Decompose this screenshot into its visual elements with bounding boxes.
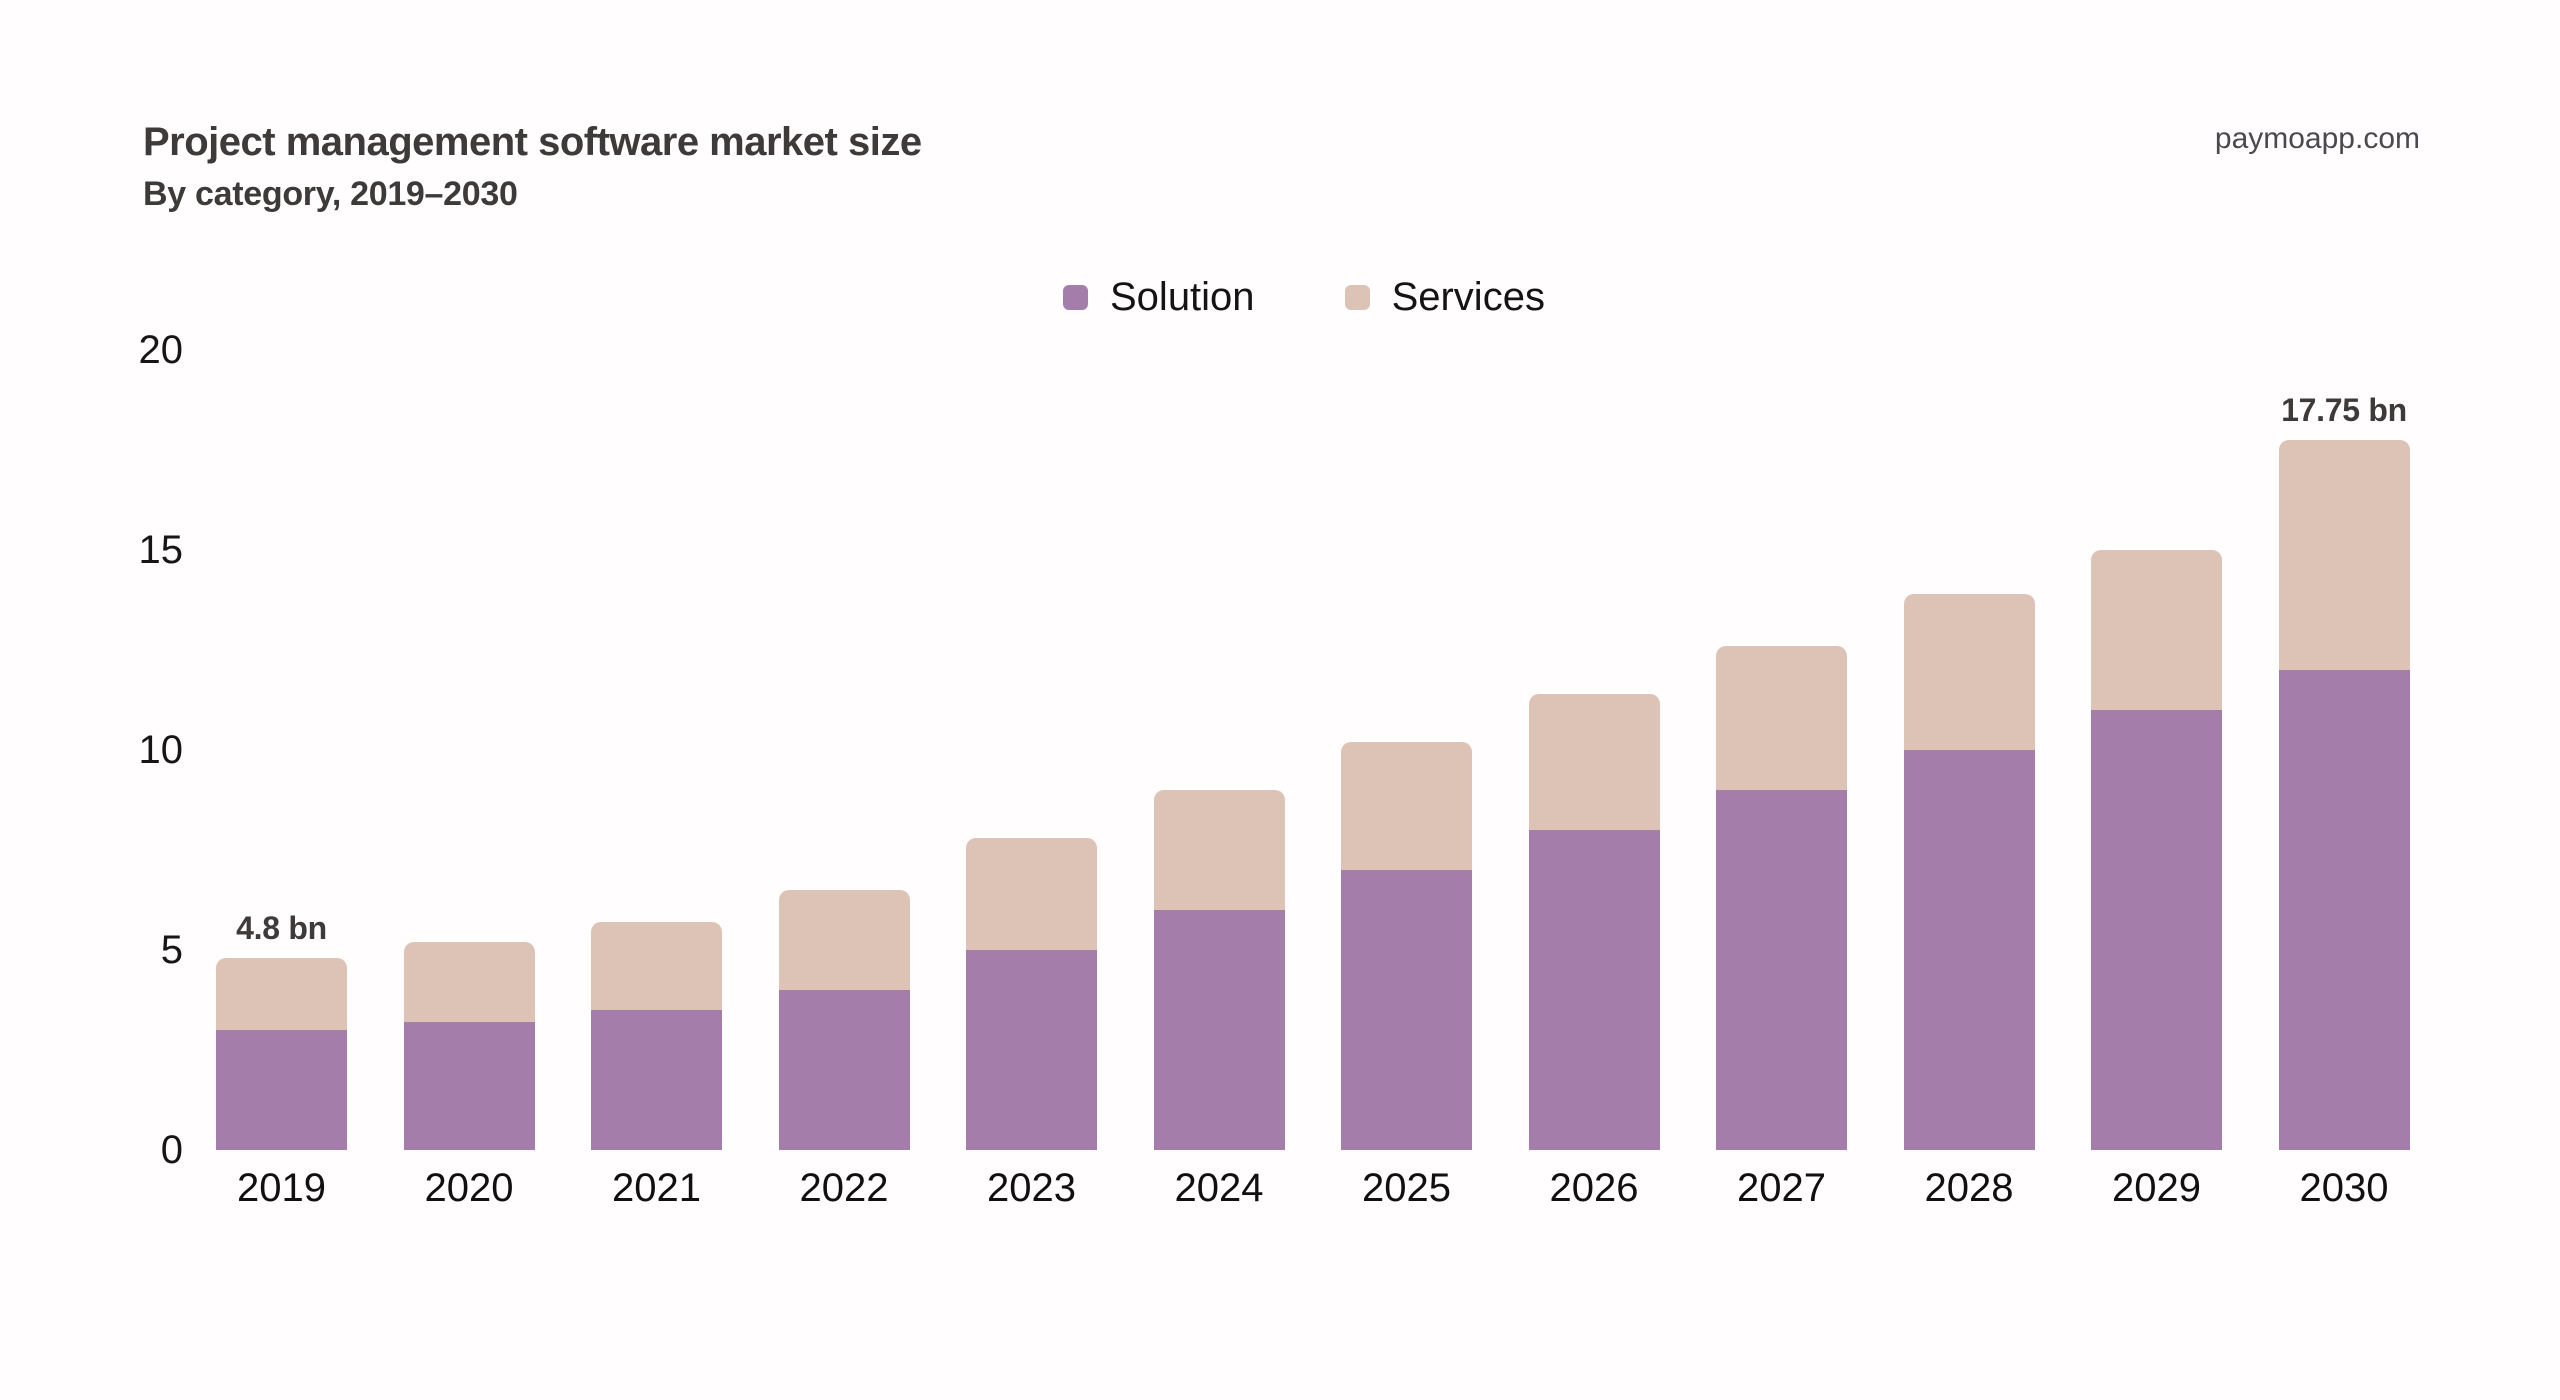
bar-2029-services [2091, 550, 2222, 710]
chart-subtitle: By category, 2019–2030 [143, 175, 518, 213]
y-axis-tick-10: 10 [138, 728, 184, 772]
x-axis-label-2030: 2030 [2299, 1166, 2389, 1210]
bar-2029-solution [2091, 710, 2222, 1150]
y-axis-tick-5: 5 [160, 928, 183, 972]
value-label-2030: 17.75 bn [2281, 392, 2407, 428]
bar-2028-solution [1903, 750, 2035, 1150]
legend-label-services: Services [1391, 275, 1545, 319]
x-axis-label-2027: 2027 [1737, 1166, 1826, 1210]
services-swatch-icon [1344, 284, 1370, 310]
x-axis-label-2020: 2020 [424, 1166, 514, 1210]
value-label-2019: 4.8 bn [236, 910, 327, 946]
bar-2019-solution [216, 1030, 347, 1150]
bar-2022-services [778, 890, 910, 990]
bar-2024-services [1153, 790, 1285, 910]
bar-2025-services [1341, 742, 1472, 870]
legend-item-services: Services [1344, 275, 1545, 319]
bar-2026-services [1528, 694, 1660, 830]
solution-swatch-icon [1063, 284, 1088, 310]
legend-item-solution: Solution [1063, 277, 1255, 317]
bar-2026-solution [1528, 830, 1660, 1150]
chart-legend: Solution Services [1063, 277, 1545, 317]
x-axis-label-2025: 2025 [1362, 1166, 1451, 1210]
bar-2020-solution [403, 1022, 535, 1150]
x-axis-label-2029: 2029 [2112, 1166, 2201, 1210]
x-axis-label-2023: 2023 [987, 1166, 1076, 1210]
y-axis-tick-20: 20 [138, 328, 184, 372]
bar-2030-solution [2278, 670, 2410, 1150]
legend-label-solution: Solution [1110, 275, 1255, 319]
bar-2023-services [966, 838, 1097, 950]
bar-2027-services [1716, 646, 1847, 790]
bar-2024-solution [1153, 910, 1285, 1150]
bar-2023-solution [966, 950, 1097, 1150]
bar-2020-services [403, 942, 535, 1022]
watermark-link: paymoapp.com [2214, 122, 2420, 155]
x-axis-label-2028: 2028 [1924, 1166, 2014, 1210]
bar-2027-solution [1716, 790, 1847, 1150]
bar-2025-solution [1341, 870, 1472, 1150]
bar-2021-solution [591, 1010, 722, 1150]
x-axis-label-2024: 2024 [1174, 1166, 1264, 1210]
bar-2019-services [216, 958, 347, 1030]
bar-2021-services [591, 922, 722, 1010]
y-axis-tick-15: 15 [138, 528, 184, 572]
x-axis-label-2021: 2021 [612, 1166, 701, 1210]
bar-2022-solution [778, 990, 910, 1150]
bar-2030-services [2278, 440, 2410, 670]
x-axis-label-2022: 2022 [799, 1166, 889, 1210]
y-axis-tick-0: 0 [160, 1128, 183, 1172]
x-axis-label-2026: 2026 [1549, 1166, 1639, 1210]
x-axis-label-2019: 2019 [237, 1166, 326, 1210]
bar-2028-services [1903, 594, 2035, 750]
chart-title: Project management software market size [143, 120, 922, 164]
